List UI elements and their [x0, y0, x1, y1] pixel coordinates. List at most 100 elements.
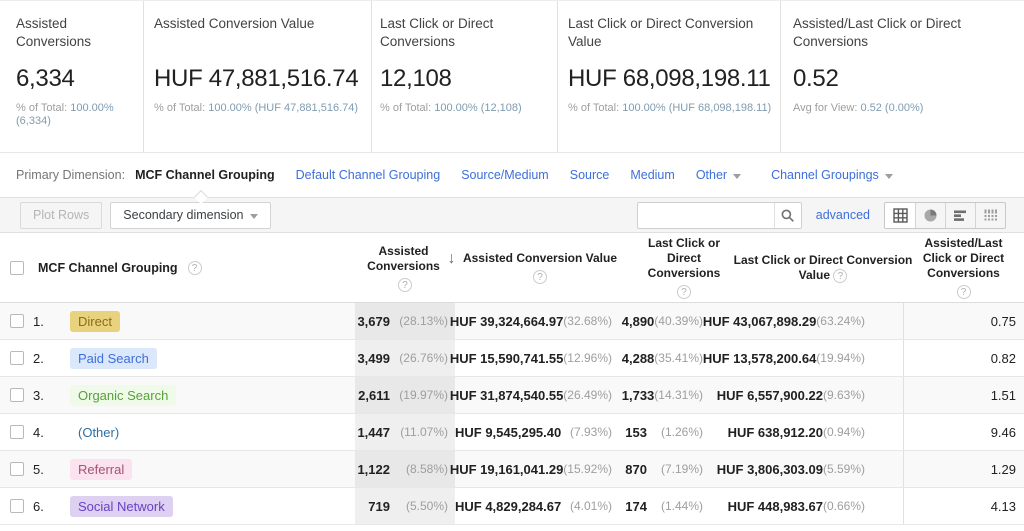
- dimension-other-dropdown[interactable]: Other: [695, 168, 742, 182]
- metric-percent: (14.31%): [654, 388, 703, 402]
- metric-value: 4,288: [621, 350, 655, 366]
- metric-percent: (7.19%): [660, 462, 703, 476]
- header-assisted-last-click-ratio[interactable]: Assisted/Last Click or Direct Conversion…: [903, 236, 1024, 299]
- dimension-medium[interactable]: Medium: [630, 168, 675, 182]
- chevron-down-icon: [733, 173, 742, 179]
- header-label: Assisted/Last Click or Direct Conversion…: [922, 236, 1005, 280]
- row-checkbox[interactable]: [10, 314, 24, 328]
- metric-percent: (26.76%): [399, 351, 448, 365]
- row-checkbox[interactable]: [10, 462, 24, 476]
- row-rank: 1.: [33, 313, 44, 329]
- last-click-conversions-cell: 153 (1.26%): [625, 414, 743, 450]
- note-value: 100.00% (HUF 68,098,198.11): [622, 102, 772, 114]
- header-assisted-conversion-value[interactable]: Assisted Conversion Value ?: [455, 251, 625, 284]
- last-click-conversion-value-cell: HUF 43,067,898.29 (63.24%): [703, 303, 903, 339]
- channel-groupings-dropdown[interactable]: Channel Groupings: [771, 168, 893, 182]
- note-label: % of Total:: [16, 102, 71, 114]
- search-input[interactable]: [637, 202, 774, 228]
- channel-chip[interactable]: Referral: [70, 458, 133, 480]
- channel-chip[interactable]: (Other): [78, 424, 120, 440]
- row-checkbox[interactable]: [10, 388, 24, 402]
- channel-chip[interactable]: Direct: [70, 310, 120, 332]
- metric-percent: (1.26%): [660, 425, 703, 439]
- metric-percent: (28.13%): [399, 314, 448, 328]
- scorecard-title: Assisted Conversions: [16, 16, 92, 49]
- row-checkbox[interactable]: [10, 425, 24, 439]
- channel-chip[interactable]: Paid Search: [70, 347, 157, 369]
- metric-value: HUF 3,806,303.09: [716, 461, 823, 477]
- help-icon[interactable]: ?: [398, 277, 412, 292]
- metric-value: 4,890: [621, 313, 655, 329]
- advanced-search-link[interactable]: advanced: [815, 208, 870, 222]
- table-body: 1. Direct 3,679 (28.13%) HUF 39,324,664.9…: [0, 303, 1024, 525]
- metric-value: HUF 4,829,284.67: [455, 498, 562, 514]
- ratio-cell: 1.29: [903, 451, 1024, 487]
- scorecard-value: 0.52: [793, 65, 839, 92]
- header-assisted-conversions[interactable]: Assisted Conversions ↓ ?: [355, 244, 456, 292]
- help-icon[interactable]: ?: [187, 260, 202, 275]
- dimension-source[interactable]: Source: [569, 168, 610, 182]
- header-last-click-conversion-value[interactable]: Last Click or Direct Conversion Value ?: [734, 253, 912, 283]
- metric-percent: (63.24%): [816, 314, 865, 328]
- metric-percent: (7.93%): [569, 425, 612, 439]
- sort-desc-icon[interactable]: ↓: [447, 250, 456, 267]
- row-rank: 6.: [33, 498, 44, 514]
- row-checkbox[interactable]: [10, 499, 24, 513]
- dimension-cell: 2. Paid Search: [0, 347, 355, 369]
- secondary-dimension-button[interactable]: Secondary dimension: [110, 201, 271, 229]
- header-last-click-conversions[interactable]: Last Click or Direct Conversions ?: [625, 236, 743, 299]
- scorecard-value: 12,108: [380, 65, 452, 92]
- help-icon[interactable]: ?: [833, 268, 848, 283]
- metric-value: 870: [625, 461, 647, 477]
- row-rank: 5.: [33, 461, 44, 477]
- header-label-text: Last Click or Direct Conversion Value: [733, 252, 913, 282]
- row-checkbox[interactable]: [10, 351, 24, 365]
- summary-scorecards: Assisted Conversions 6,334 % of Total: 1…: [0, 1, 1024, 153]
- scorecard-last-click-conversion-value: Last Click or Direct Conversion Value HU…: [557, 1, 780, 152]
- table-search: [636, 201, 802, 229]
- table-toolbar: Plot Rows Secondary dimension advanced: [0, 189, 1024, 233]
- metric-value: HUF 448,983.67: [727, 498, 823, 514]
- table-view-button[interactable]: [885, 202, 915, 228]
- dimension-default-channel-grouping[interactable]: Default Channel Grouping: [295, 168, 441, 182]
- channel-chip[interactable]: Social Network: [70, 495, 173, 517]
- metric-value: 2,611: [358, 387, 390, 403]
- plot-rows-button[interactable]: Plot Rows: [20, 201, 103, 229]
- help-icon[interactable]: ?: [677, 285, 691, 299]
- percentage-view-button[interactable]: [915, 202, 945, 228]
- dropdown-label: Other: [695, 168, 728, 182]
- assisted-conversion-value-cell: HUF 9,545,295.40 (7.93%): [455, 414, 625, 450]
- chevron-down-icon: [884, 173, 893, 179]
- metric-percent: (5.59%): [822, 462, 865, 476]
- scorecard-note: % of Total: 100.00% (6,334): [16, 102, 143, 128]
- help-icon[interactable]: ?: [533, 270, 547, 284]
- select-all-checkbox[interactable]: [10, 260, 24, 275]
- assisted-conversion-value-cell: HUF 15,590,741.55 (12.96%): [450, 340, 625, 376]
- metric-value: HUF 31,874,540.55: [449, 387, 564, 403]
- scorecard-assisted-conversions: Assisted Conversions 6,334 % of Total: 1…: [0, 1, 143, 152]
- search-button[interactable]: [773, 202, 801, 228]
- comparison-view-button[interactable]: [975, 202, 1005, 228]
- scorecard-value: 6,334: [16, 65, 75, 92]
- help-icon[interactable]: ?: [956, 285, 971, 299]
- search-icon: [781, 209, 795, 222]
- metric-value: HUF 13,578,200.64: [702, 350, 817, 366]
- metric-value: HUF 638,912.20: [727, 424, 823, 440]
- metric-value: 9.46: [990, 424, 1016, 440]
- metric-value: 1,447: [357, 424, 390, 440]
- dimension-mcf-channel-grouping[interactable]: MCF Channel Grouping: [135, 168, 275, 182]
- metric-percent: (0.66%): [822, 499, 865, 513]
- table-header: MCF Channel Grouping ? Assisted Conversi…: [0, 233, 1024, 303]
- note-value: 0.52 (0.00%): [860, 102, 924, 114]
- last-click-conversion-value-cell: HUF 6,557,900.22 (9.63%): [717, 377, 903, 413]
- metric-value: 1,733: [621, 387, 655, 403]
- table-row: 2. Paid Search 3,499 (26.76%) HUF 15,590,…: [0, 340, 1024, 377]
- dimension-header-label[interactable]: MCF Channel Grouping: [38, 260, 178, 275]
- note-label: % of Total:: [568, 102, 623, 114]
- channel-chip[interactable]: Organic Search: [70, 384, 177, 406]
- last-click-conversions-cell: 870 (7.19%): [625, 451, 743, 487]
- table-view-icon: [892, 207, 908, 223]
- dimension-source-medium[interactable]: Source/Medium: [461, 168, 549, 182]
- metric-percent: (5.50%): [405, 499, 448, 513]
- performance-view-button[interactable]: [945, 202, 975, 228]
